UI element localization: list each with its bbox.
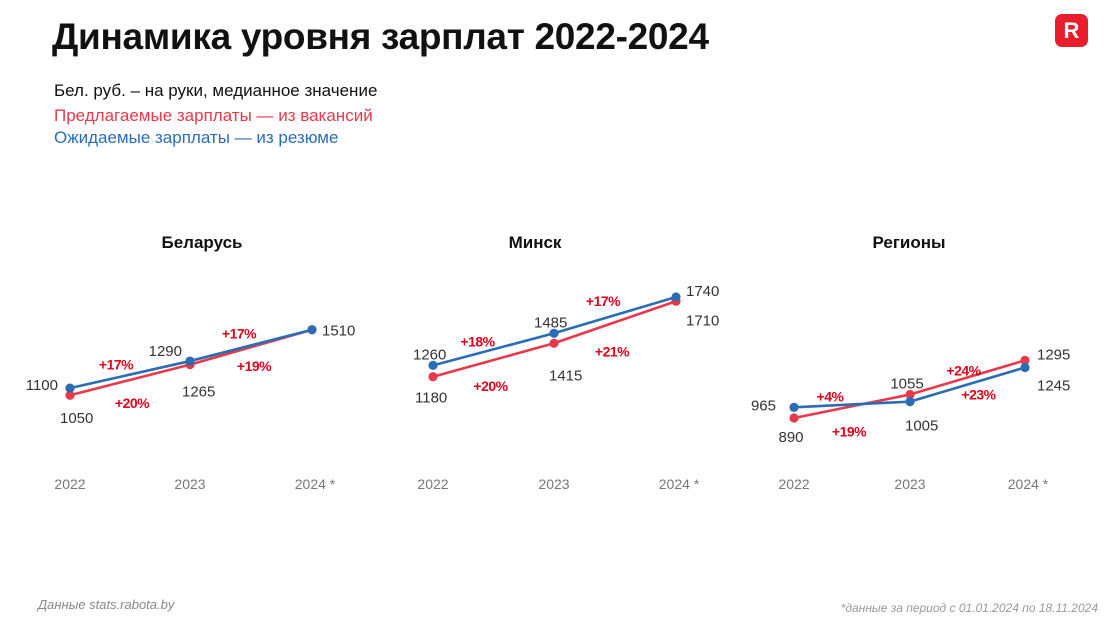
growth-label: +20% [473,378,508,394]
data-label: 1290 [149,343,182,360]
offered-data-point [1020,355,1030,365]
expected-data-point [185,356,195,366]
units-note: Бел. руб. – на руки, медианное значение [54,81,378,100]
growth-label: +23% [961,386,996,402]
growth-label: +18% [460,333,495,349]
expected-data-point [428,360,438,370]
data-label: 1485 [534,314,567,331]
data-label: 1510 [322,323,355,340]
offered-legend: Предлагаемые зарплаты — из вакансий [54,106,373,125]
data-label: 1295 [1037,346,1070,363]
data-label: 1055 [890,376,923,393]
growth-label: +24% [946,363,981,379]
x-tick-label: 2022 [417,476,448,492]
offered-data-point [905,389,915,400]
expected-data-point [307,325,317,335]
x-tick-label: 2024 * [1008,476,1049,492]
panel-title: Минск [509,233,562,252]
x-tick-label: 2024 * [295,476,336,492]
offered-data-point [549,338,559,348]
data-label: 1005 [905,418,938,435]
data-label: 1100 [26,377,58,394]
data-label: 1415 [549,367,582,384]
data-label: 1710 [686,312,719,329]
expected-data-point [905,397,915,407]
data-label: 1265 [182,384,215,401]
expected-data-point [65,383,75,393]
data-label: 1260 [413,346,446,363]
growth-label: +17% [99,357,134,373]
expected-data-point [789,402,799,412]
data-label: 1050 [60,410,93,427]
growth-label: +17% [222,325,257,341]
brand-logo: R [1055,14,1088,47]
growth-label: +19% [237,358,272,374]
data-label: 1245 [1037,377,1070,394]
growth-label: +17% [586,293,621,309]
growth-label: +4% [817,388,845,404]
panel-title: Регионы [872,233,945,252]
source-note: Данные stats.rabota.by [38,597,175,612]
data-label: 890 [778,429,803,446]
growth-label: +19% [832,423,867,439]
offered-data-point [789,413,799,423]
growth-label: +20% [115,395,150,411]
data-label: 965 [751,397,776,414]
x-tick-label: 2023 [894,476,925,492]
data-label: 1740 [686,283,719,300]
x-tick-label: 2022 [778,476,809,492]
expected-data-point [549,328,559,338]
x-tick-label: 2022 [54,476,85,492]
panel-title: Беларусь [161,233,242,252]
expected-data-point [671,292,681,302]
x-tick-label: 2023 [174,476,205,492]
page-title: Динамика уровня зарплат 2022-2024 [52,16,709,57]
x-tick-label: 2023 [538,476,569,492]
offered-data-point [428,372,438,382]
growth-label: +21% [595,343,630,359]
offered-data-point [65,390,75,400]
x-tick-label: 2024 * [659,476,700,492]
expected-data-point [1020,362,1030,373]
expected-legend: Ожидаемые зарплаты — из резюме [54,128,339,147]
period-note: *данные за период с 01.01.2024 по 18.11.… [840,601,1098,615]
data-label: 1180 [415,390,447,407]
